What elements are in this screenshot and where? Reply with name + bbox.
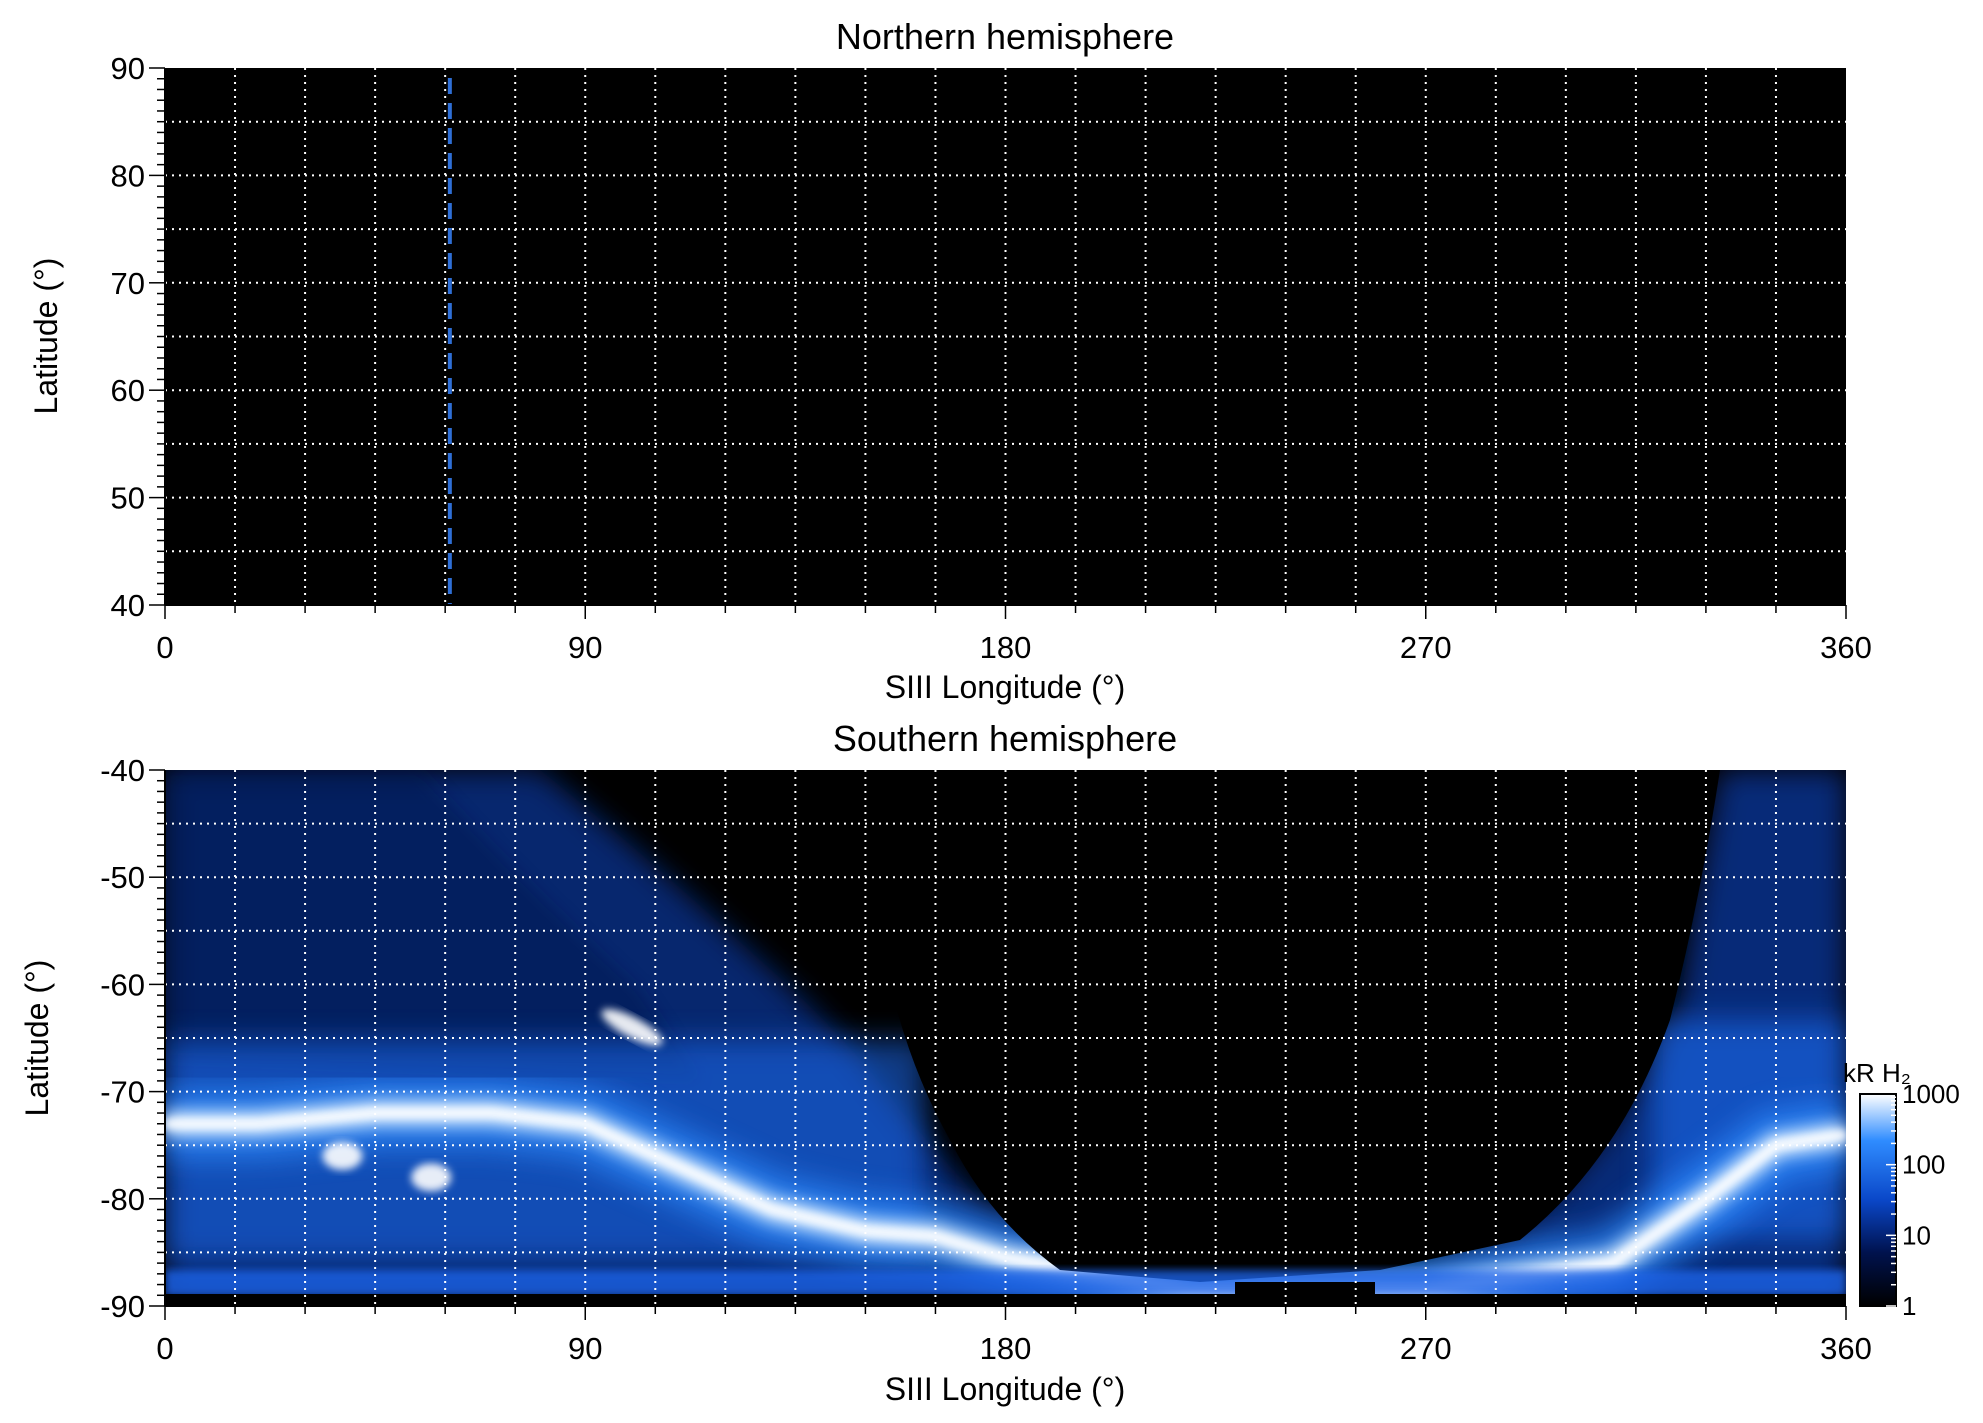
north-y-axis-label: Latitude (°) (28, 258, 64, 415)
south-bright-spot (411, 1163, 452, 1192)
south-bright-spots (322, 1009, 663, 1192)
south-panel: Southern hemisphere -40 -50 -60 -70 -80 -90 0… (19, 718, 1960, 1407)
colorbar-tick-label: 1 (1902, 1291, 1916, 1321)
north-y-axis: 40 50 60 70 80 90 (111, 51, 166, 623)
colorbar-tick-label: 10 (1902, 1220, 1931, 1250)
south-x-axis-label: SIII Longitude (°) (885, 1371, 1125, 1407)
south-x-tick-label: 0 (156, 1331, 173, 1366)
colorbar-tick-label: 100 (1902, 1150, 1945, 1180)
south-main-oval-peak (165, 1108, 1846, 1295)
south-y-axis-label: Latitude (°) (19, 960, 55, 1117)
south-grid (165, 770, 1846, 1306)
north-y-tick-label: 90 (111, 51, 145, 86)
south-x-tick-label: 180 (980, 1331, 1032, 1366)
south-y-tick-label: -90 (100, 1289, 145, 1324)
south-x-tick-label: 90 (568, 1331, 602, 1366)
colorbar: kR H₂ 1 10 100 1000 (1843, 1058, 1960, 1321)
north-x-axis: 0 90 180 270 360 (156, 604, 1872, 665)
south-bright-spot (601, 1009, 663, 1046)
south-emission (165, 770, 1846, 1306)
south-x-tick-label: 270 (1400, 1331, 1452, 1366)
colorbar-label: kR H₂ (1843, 1058, 1911, 1088)
south-polar-gap (1235, 1282, 1375, 1306)
south-title: Southern hemisphere (833, 718, 1177, 759)
north-y-tick-label: 80 (111, 158, 145, 193)
north-y-tick-label: 60 (111, 373, 145, 408)
colorbar-gradient (1859, 1093, 1897, 1307)
north-y-tick-label: 50 (111, 481, 145, 516)
south-main-oval (165, 1078, 1846, 1306)
south-x-tick-label: 360 (1820, 1331, 1872, 1366)
north-grid (165, 68, 1846, 605)
south-bright-spot (322, 1141, 363, 1170)
north-x-tick-label: 360 (1820, 630, 1872, 665)
south-y-tick-label: -40 (100, 753, 145, 788)
north-y-tick-label: 40 (111, 588, 145, 623)
colorbar-tick-label: 1000 (1902, 1079, 1960, 1109)
north-y-tick-label: 70 (111, 266, 145, 301)
south-y-axis: -40 -50 -60 -70 -80 -90 (100, 753, 166, 1324)
south-y-tick-label: -60 (100, 967, 145, 1002)
south-x-axis: 0 90 180 270 360 (156, 1305, 1872, 1366)
south-y-tick-label: -50 (100, 860, 145, 895)
north-x-tick-label: 270 (1400, 630, 1452, 665)
north-x-tick-label: 0 (156, 630, 173, 665)
north-x-axis-label: SIII Longitude (°) (885, 669, 1125, 705)
north-x-tick-label: 90 (568, 630, 602, 665)
south-noise-overlay-left (165, 770, 700, 1080)
south-y-tick-label: -70 (100, 1075, 145, 1110)
south-polar-dark-cap (870, 770, 1720, 1282)
north-title: Northern hemisphere (836, 16, 1174, 57)
north-panel: Northern hemisphere 40 50 60 70 80 90 0 90 180 2… (28, 16, 1872, 705)
colorbar-ticks: 1 10 100 1000 (1886, 1079, 1960, 1321)
north-x-tick-label: 180 (980, 630, 1032, 665)
south-y-tick-label: -80 (100, 1182, 145, 1217)
